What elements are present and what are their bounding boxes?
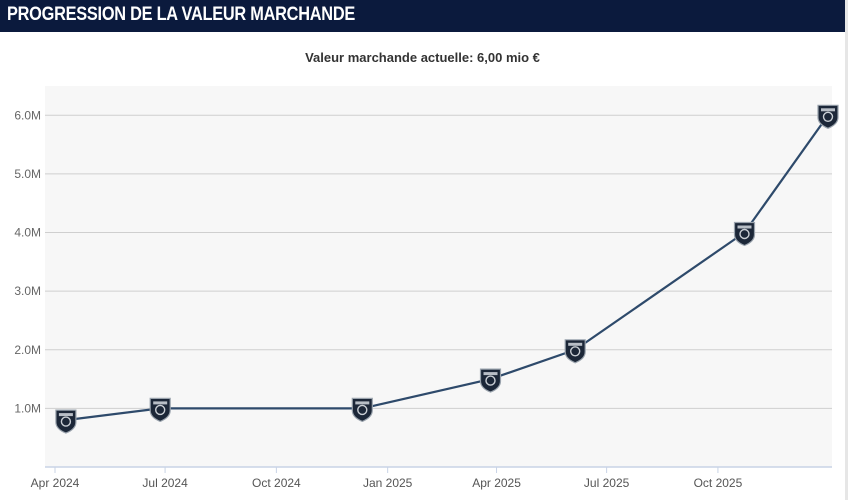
y-tick-label: 5.0M (14, 167, 41, 181)
x-tick-label: Apr 2025 (472, 476, 521, 490)
crest-emblem (154, 404, 166, 416)
x-tick-label: Jan 2025 (363, 476, 413, 490)
data-point[interactable] (149, 397, 171, 423)
data-point[interactable] (479, 368, 502, 393)
data-point[interactable] (55, 409, 77, 434)
crest-emblem (570, 346, 581, 357)
x-tick-label: Jul 2024 (142, 476, 188, 490)
panel-border (845, 0, 848, 500)
data-point[interactable] (351, 397, 373, 423)
section-title: PROGRESSION DE LA VALEUR MARCHANDE (7, 4, 356, 25)
x-axis-ticks: Apr 2024 Jul 2024 Oct 2024 Jan 2025 Apr 2025… (31, 467, 743, 490)
data-point[interactable] (817, 104, 839, 129)
crest-band (568, 342, 583, 346)
crest-band (58, 413, 73, 417)
data-point[interactable] (564, 339, 586, 364)
crest-band (153, 401, 168, 405)
y-tick-label: 1.0M (14, 401, 41, 415)
y-tick-label: 4.0M (14, 226, 41, 240)
crest-emblem (739, 228, 750, 240)
crest-emblem (822, 111, 834, 123)
y-axis-ticks: 1.0M 2.0M 3.0M 4.0M 5.0M 6.0M (14, 108, 41, 415)
data-point[interactable] (733, 221, 756, 247)
section-header: PROGRESSION DE LA VALEUR MARCHANDE (0, 0, 845, 32)
crest-band (821, 108, 835, 112)
x-tick-label: Oct 2025 (694, 476, 743, 490)
y-tick-label: 2.0M (14, 343, 41, 357)
y-tick-label: 3.0M (14, 284, 41, 298)
data-points (55, 104, 839, 434)
crest-emblem (60, 416, 72, 427)
crest-emblem (485, 375, 496, 386)
plot-area (45, 86, 832, 467)
crest-band (355, 401, 370, 405)
x-tick-label: Jul 2025 (584, 476, 630, 490)
x-tick-label: Oct 2024 (252, 476, 301, 490)
chart-subtitle: Valeur marchande actuelle: 6,00 mio € (305, 50, 540, 65)
crest-band (737, 225, 752, 229)
crest-emblem (357, 404, 368, 416)
x-tick-label: Apr 2024 (31, 476, 80, 490)
y-tick-label: 6.0M (14, 108, 41, 122)
crest-band (483, 372, 498, 376)
